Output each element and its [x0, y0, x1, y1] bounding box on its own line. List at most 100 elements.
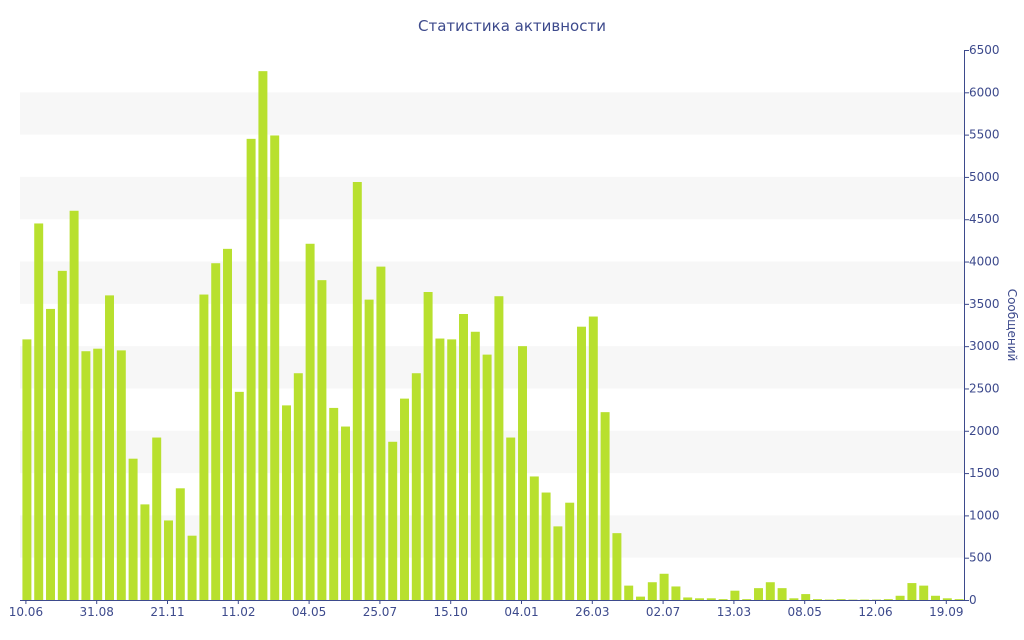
bars — [22, 71, 964, 600]
grid-band — [20, 515, 964, 558]
x-tick-label: 04.05 — [292, 605, 326, 619]
bar — [754, 588, 763, 600]
bar — [152, 437, 162, 600]
bar — [553, 526, 563, 600]
bar — [46, 308, 55, 600]
bar — [69, 210, 79, 600]
bar — [600, 412, 610, 600]
x-tick-label: 02.07 — [646, 605, 680, 619]
bar — [494, 296, 504, 600]
bar — [588, 316, 598, 600]
bar — [518, 346, 527, 600]
bar — [435, 338, 445, 600]
bar — [447, 339, 457, 600]
bar — [270, 135, 280, 600]
grid-band — [20, 261, 964, 304]
bar — [718, 599, 728, 600]
y-tick-label: 3500 — [969, 297, 1000, 311]
bar — [105, 295, 114, 600]
bar — [34, 223, 44, 600]
bar — [777, 588, 787, 600]
bar — [624, 585, 634, 600]
bar — [565, 502, 575, 600]
x-ticks: 10.06 31.08 21.11 11.02 04.05 25.07 15.10 04.01… — [9, 600, 963, 619]
y-tick-label: 6500 — [969, 43, 1000, 57]
bar — [659, 573, 669, 600]
bar — [164, 520, 173, 600]
bar — [93, 348, 103, 600]
bar — [223, 248, 232, 600]
axes — [20, 50, 965, 601]
bar — [482, 354, 492, 600]
bar — [801, 594, 811, 600]
bar — [931, 595, 940, 600]
x-tick-label: 12.06 — [858, 605, 892, 619]
bar — [895, 595, 905, 600]
grid-band — [20, 92, 964, 135]
bar — [836, 599, 846, 600]
bar — [258, 71, 268, 600]
x-tick-label: 31.08 — [80, 605, 114, 619]
y-tick-label: 3000 — [969, 339, 1000, 353]
x-tick-label: 13.03 — [717, 605, 751, 619]
bar — [577, 326, 586, 600]
bar — [919, 585, 929, 600]
bar — [388, 441, 398, 600]
x-tick-label: 10.06 — [9, 605, 43, 619]
bar — [470, 331, 480, 600]
y-tick-label: 4500 — [969, 212, 1000, 226]
y-tick-label: 0 — [969, 593, 977, 607]
x-tick-label: 08.05 — [788, 605, 822, 619]
bar — [352, 182, 362, 600]
bar — [364, 299, 374, 600]
bar — [22, 339, 32, 600]
y-ticks: 0 500 1000 1500 2000 2500 3000 3500 4000 4500 5000… — [964, 43, 1000, 607]
x-tick-label: 26.03 — [575, 605, 609, 619]
y-tick-label: 2500 — [969, 381, 1000, 395]
bar — [541, 492, 551, 600]
grid-band — [20, 430, 964, 474]
bar — [671, 586, 681, 600]
chart-title: Статистика активности — [418, 17, 606, 35]
bar — [187, 535, 197, 600]
bar — [695, 598, 704, 600]
bar — [246, 138, 256, 600]
y-tick-label: 1000 — [969, 508, 1000, 522]
bar — [411, 373, 421, 600]
bar — [459, 314, 468, 600]
bar — [742, 599, 752, 600]
bar — [57, 270, 67, 600]
bar — [282, 405, 291, 600]
bar — [317, 280, 327, 600]
bar — [234, 391, 244, 600]
bar — [293, 373, 303, 600]
y-tick-label: 500 — [969, 551, 992, 565]
bar — [529, 476, 539, 600]
y-tick-label: 5500 — [969, 128, 1000, 142]
y-tick-label: 2000 — [969, 424, 1000, 438]
x-tick-label: 21.11 — [150, 605, 184, 619]
bar — [683, 597, 693, 600]
x-tick-label: 15.10 — [434, 605, 468, 619]
bar — [942, 598, 952, 600]
grid-band — [20, 176, 964, 220]
y-tick-label: 6000 — [969, 85, 1000, 99]
bar — [175, 488, 185, 600]
x-tick-label: 25.07 — [363, 605, 397, 619]
bar — [128, 458, 138, 600]
bar — [506, 437, 516, 600]
bar — [423, 292, 433, 600]
x-tick-label: 04.01 — [504, 605, 538, 619]
grid-bands — [20, 92, 964, 558]
bar — [706, 598, 716, 600]
bar — [305, 243, 315, 600]
bar — [907, 583, 917, 600]
bar — [140, 504, 150, 600]
bar — [954, 599, 964, 600]
bar — [612, 533, 622, 600]
y-tick-label: 4000 — [969, 255, 1000, 269]
bar — [883, 599, 893, 600]
y-axis-label: Сообщений — [1005, 289, 1019, 362]
